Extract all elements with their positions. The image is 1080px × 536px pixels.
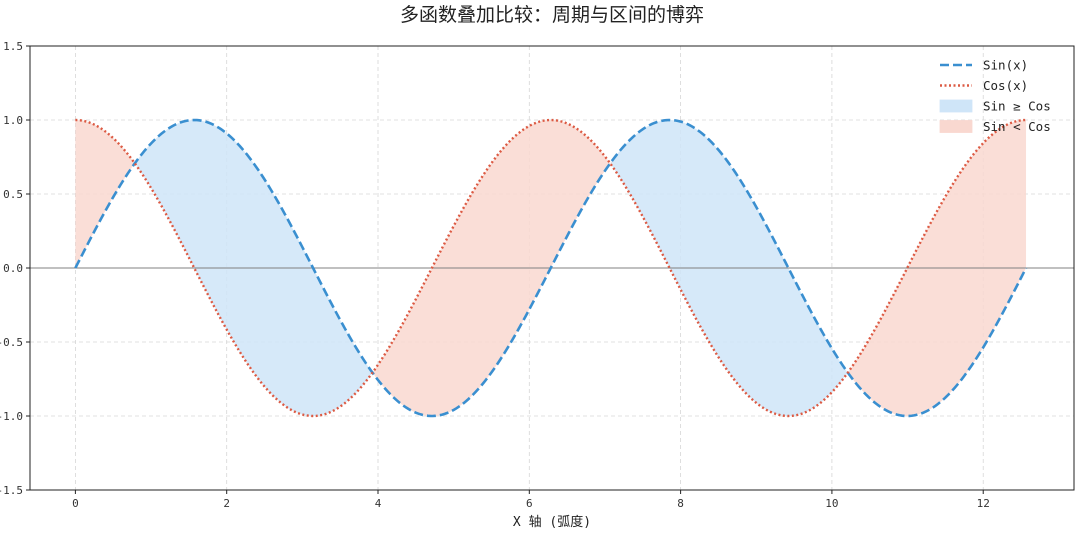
x-tick-label-5: 10 <box>825 497 838 510</box>
legend-label-2: Sin ≥ Cos <box>983 99 1051 114</box>
x-tick-label-0: 0 <box>72 497 79 510</box>
y-tick-label-2: -0.5 <box>0 336 23 349</box>
series-layer <box>74 118 1028 418</box>
y-tick-label-1: -1.0 <box>0 410 23 423</box>
x-tick-label-2: 4 <box>375 497 382 510</box>
series-line-sin <box>74 118 1028 418</box>
x-axis-label: X 轴 (弧度) <box>513 514 591 530</box>
legend-label-0: Sin(x) <box>983 58 1028 73</box>
legend: Sin(x) Cos(x) Sin ≥ Cos Sin < Cos <box>939 58 1051 134</box>
y-tick-label-5: 1.0 <box>3 114 23 127</box>
y-tick-label-3: 0.0 <box>3 262 23 275</box>
x-axis-ticks: 0 2 4 6 8 10 12 <box>72 490 990 510</box>
x-tick-label-6: 12 <box>977 497 990 510</box>
legend-swatch-sin-lt-cos <box>939 120 973 133</box>
legend-label-1: Cos(x) <box>983 78 1028 93</box>
fill-sin-lt-cos-0 <box>75 120 135 268</box>
y-tick-label-6: 1.5 <box>3 40 23 53</box>
legend-swatch-sin-ge-cos <box>939 99 973 113</box>
series-line-cos <box>75 118 1027 418</box>
y-axis-ticks: -1.5 -1.0 -0.5 0.0 0.5 1.0 1.5 <box>0 40 30 497</box>
x-tick-label-1: 2 <box>223 497 230 510</box>
x-tick-label-3: 6 <box>526 497 533 510</box>
x-tick-label-4: 8 <box>677 497 684 510</box>
y-tick-label-4: 0.5 <box>3 188 23 201</box>
legend-label-3: Sin < Cos <box>983 119 1051 134</box>
chart-title: 多函数叠加比较：周期与区间的博弈 <box>400 4 704 26</box>
y-tick-label-0: -1.5 <box>0 484 23 497</box>
